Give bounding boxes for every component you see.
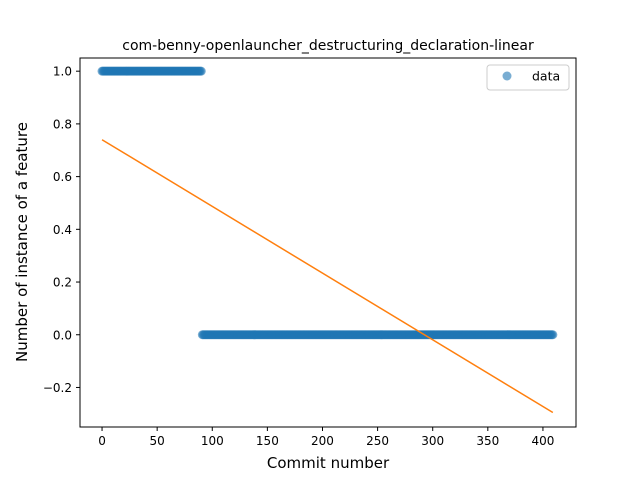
x-tick-label: 400 xyxy=(531,434,554,448)
x-axis-label: Commit number xyxy=(267,454,390,472)
y-tick-label: 0.0 xyxy=(53,328,72,342)
y-tick-label: −0.2 xyxy=(43,381,72,395)
x-tick-label: 50 xyxy=(150,434,165,448)
y-tick-label: 1.0 xyxy=(53,65,72,79)
x-tick-label: 350 xyxy=(476,434,499,448)
y-tick-label: 0.6 xyxy=(53,170,72,184)
data-point xyxy=(548,330,558,340)
legend-box xyxy=(486,64,570,91)
x-tick-label: 200 xyxy=(311,434,334,448)
legend-marker-icon xyxy=(502,71,512,81)
plot-area xyxy=(79,57,577,428)
legend: data xyxy=(486,64,570,91)
legend-label: data xyxy=(532,69,560,84)
y-tick-label: 0.8 xyxy=(53,117,72,131)
fit-line-path xyxy=(101,139,554,414)
y-axis-label: Number of instance of a feature xyxy=(13,122,31,362)
y-axis: −0.2 0.0 0.2 0.4 0.6 0.8 1.0 xyxy=(43,65,80,395)
fit-line xyxy=(101,139,554,414)
plot-frame xyxy=(79,57,577,428)
chart-title: com-benny-openlauncher_destructuring_dec… xyxy=(122,38,534,54)
x-tick-label: 0 xyxy=(98,434,106,448)
y-tick-label: 0.2 xyxy=(53,276,72,290)
x-tick-label: 250 xyxy=(366,434,389,448)
y-tick-label: 0.4 xyxy=(53,223,72,237)
data-points xyxy=(97,66,558,340)
data-point xyxy=(196,66,206,76)
x-tick-label: 300 xyxy=(421,434,444,448)
x-tick-label: 150 xyxy=(256,434,279,448)
x-tick-label: 100 xyxy=(201,434,224,448)
x-axis: 0 50 100 150 200 250 300 350 400 xyxy=(98,427,554,448)
